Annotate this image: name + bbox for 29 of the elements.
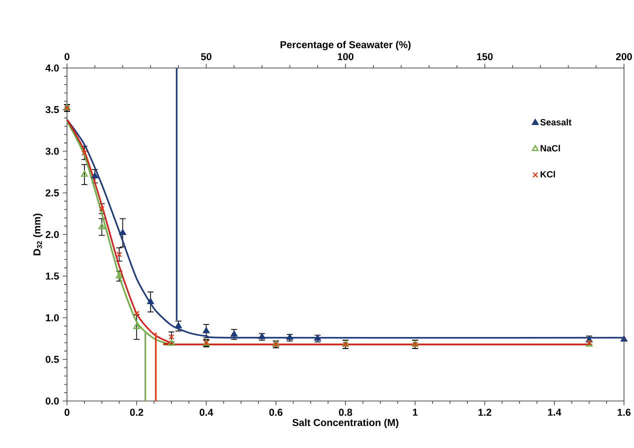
x-tick-label: 0	[64, 408, 70, 416]
x-tick-label: 0.4	[200, 408, 214, 416]
y-tick-label: 4.0	[45, 64, 59, 72]
x-axis-title: Salt Concentration (M)	[292, 418, 398, 428]
y-tick-label: 3.5	[46, 106, 59, 114]
x-tick-label: 0.2	[130, 408, 144, 416]
legend-label: KCl	[540, 170, 555, 178]
x2-tick-label: 0	[64, 53, 70, 60]
y-axis-title: D$_{32}$ (mm)	[33, 214, 42, 256]
x-tick-label: 1.4	[548, 408, 562, 416]
x-tick-label: 0.8	[338, 408, 352, 416]
x-tick-label: 1	[412, 408, 418, 416]
x-tick-label: 0.6	[269, 408, 282, 416]
y-tick-label: 0.0	[46, 397, 59, 405]
y-tick-label: 2.0	[46, 230, 59, 238]
y-tick-label: 2.5	[46, 189, 59, 196]
y-tick-label: 1.5	[46, 272, 59, 280]
x2-axis-title: Percentage of Seawater (%)	[280, 40, 411, 50]
x2-tick-label: 100	[338, 53, 354, 60]
legend-label: NaCl	[540, 144, 560, 152]
x2-tick-label: 50	[201, 53, 212, 60]
y-tick-label: 0.5	[46, 356, 59, 363]
legend-label: Seasalt	[540, 118, 572, 126]
y-tick-label: 1.0	[46, 314, 59, 322]
y-tick-label: 3.0	[46, 148, 59, 155]
x2-tick-label: 150	[477, 53, 493, 60]
x2-tick-label: 200	[616, 53, 632, 60]
x-tick-label: 1.2	[478, 408, 492, 416]
x-tick-label: 1.6	[618, 408, 631, 416]
